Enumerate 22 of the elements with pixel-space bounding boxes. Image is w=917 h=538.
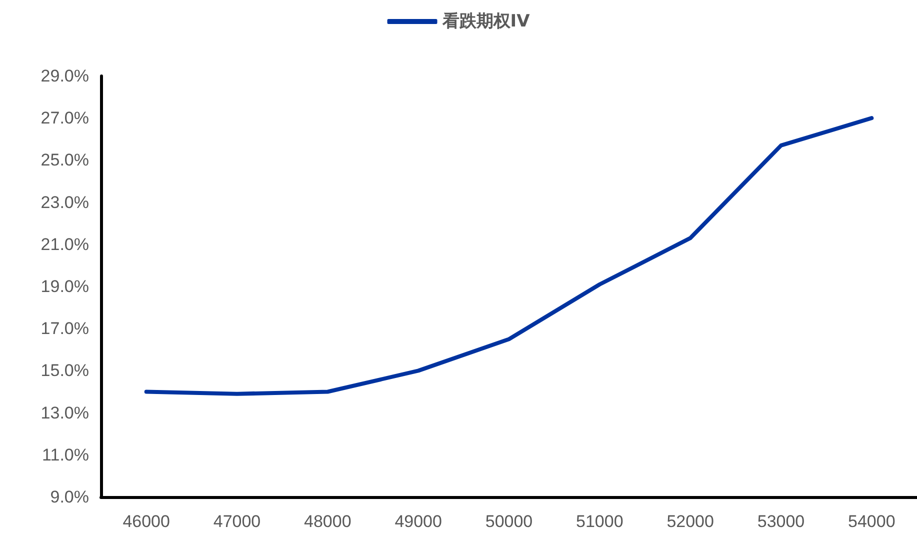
y-tick-label: 27.0% xyxy=(40,108,89,128)
x-tick-label: 48000 xyxy=(304,512,352,531)
y-tick-label: 19.0% xyxy=(40,277,89,296)
x-tick-label: 53000 xyxy=(757,512,805,531)
x-tick-label: 46000 xyxy=(122,512,170,531)
y-tick-label: 23.0% xyxy=(40,192,89,212)
legend-label: 看跌期权IV xyxy=(441,12,531,32)
y-tick-label: 25.0% xyxy=(40,150,89,170)
x-tick-label: 52000 xyxy=(666,512,714,531)
y-tick-label: 13.0% xyxy=(40,403,89,422)
x-tick-label: 54000 xyxy=(848,512,896,531)
line-series xyxy=(144,116,874,396)
x-tick-label: 51000 xyxy=(576,512,624,531)
y-tick-label: 15.0% xyxy=(40,361,89,380)
y-tick-label: 21.0% xyxy=(40,234,89,254)
y-tick-label: 29.0% xyxy=(40,66,89,86)
x-tick-label: 47000 xyxy=(213,512,261,531)
y-tick-label: 11.0% xyxy=(42,445,89,464)
x-tick-label: 49000 xyxy=(394,512,442,531)
y-tick-label: 17.0% xyxy=(40,319,89,338)
y-tick-label: 9.0% xyxy=(50,488,89,506)
x-tick-label: 50000 xyxy=(485,512,533,531)
